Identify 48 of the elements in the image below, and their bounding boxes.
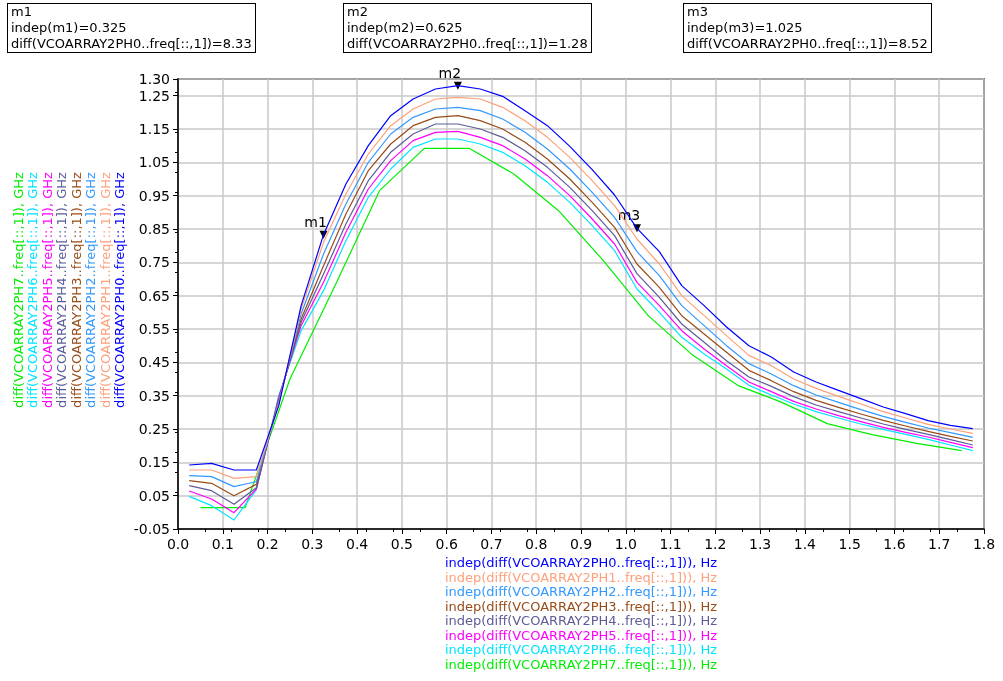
text: diff(VCOARRAY2PH0..freq[::,1]), GHz [112,171,127,408]
x-tick-label: 1.2 [704,536,727,552]
y-tick-label: 0.35 [138,387,170,404]
y-tick-label: 0.95 [138,187,170,204]
y-tick-label: 0.65 [138,287,170,304]
x-tick-label: 0.6 [435,536,458,552]
x-tick-label: 1.5 [838,536,861,552]
y-tick-label: 0.75 [138,254,170,271]
y-tick-label: 0.05 [138,487,170,504]
y-tick-label: 0.55 [138,321,170,337]
text: diff(VCOARRAY2PH2..freq[::,1]), GHz [83,171,98,408]
x-tick-label: 1.6 [883,536,906,552]
y-tick-label: 0.85 [138,221,170,237]
x-tick-label: 0.8 [525,536,548,552]
x-tick-label: 0.7 [480,536,503,552]
x-tick-label: 0.4 [345,536,369,552]
y-tick-label: 1.30 [138,71,170,87]
y-tick-label: 1.05 [138,154,170,171]
y-tick-label: 0.15 [138,454,170,471]
y-tick-label: 1.25 [138,87,170,104]
y-tick-label: 1.15 [138,121,170,137]
text: m3 indep(m3)=1.025 diff(VCOARRAY2PH0..freq[::,1])=8.52 [683,3,932,53]
text: diff(VCOARRAY2PH3..freq[::,1]), GHz [68,171,84,408]
x-tick-label: 0.1 [211,536,234,552]
x-tick-label: 1.7 [928,536,951,552]
annotation: m1 [304,213,327,230]
text: diff(VCOARRAY2PH6..freq[::,1]), GHz [25,171,40,408]
y-tick-label: 0.25 [138,421,170,437]
y-tick-label: 0.45 [138,354,170,371]
x-tick-label: 1.0 [614,536,637,552]
y-tick-label: -0.05 [133,521,170,537]
x-tick-label: 1.3 [748,536,772,552]
text: diff(VCOARRAY2PH5..freq[::,1]), GHz [39,171,55,408]
text: diff(VCOARRAY2PH1..freq[::,1]), GHz [97,171,113,408]
x-tick-label: 0.9 [569,536,593,552]
x-tick-label: 0.2 [256,536,279,552]
x-tick-label: 0.5 [390,536,414,552]
annotation: m2 [438,64,462,81]
x-tick-label: 1.1 [659,536,682,552]
text: m1 indep(m1)=0.325 diff(VCOARRAY2PH0..freq[::,1])=8.33 [7,3,256,53]
x-tick-label: 1.8 [972,536,996,552]
x-tick-label: 0.3 [301,536,324,552]
text: m2 indep(m2)=0.625 diff(VCOARRAY2PH0..freq[::,1])=1.28 [343,3,592,53]
text: diff(VCOARRAY2PH4..freq[::,1]), GHz [54,171,69,408]
x-tick-label: 0.0 [166,536,190,552]
x-tick-label: 1.4 [793,536,817,552]
text: diff(VCOARRAY2PH7..freq[::,1]), GHz [10,171,26,408]
x-axis-title: indep(diff(VCOARRAY2PH0..freq[::,1])), Hz indep(diff(VCOARRAY2PH1..freq[::,1])), Hz indep(diff(VCOARRAY2PH2..freq[::,1])), Hz indep(diff(VCOARRAY2PH3..freq[::,1])), Hz indep(diff(VCOARRAY2PH4..freq[::,1])), Hz indep(diff(VCOARRAY2PH5..freq[::,1])), Hz indep(diff(VCOARRAY2PH6..freq[::,1])), Hz indep(diff(VCOARRAY2PH7..freq[::,1])), Hz [443,555,719,672]
